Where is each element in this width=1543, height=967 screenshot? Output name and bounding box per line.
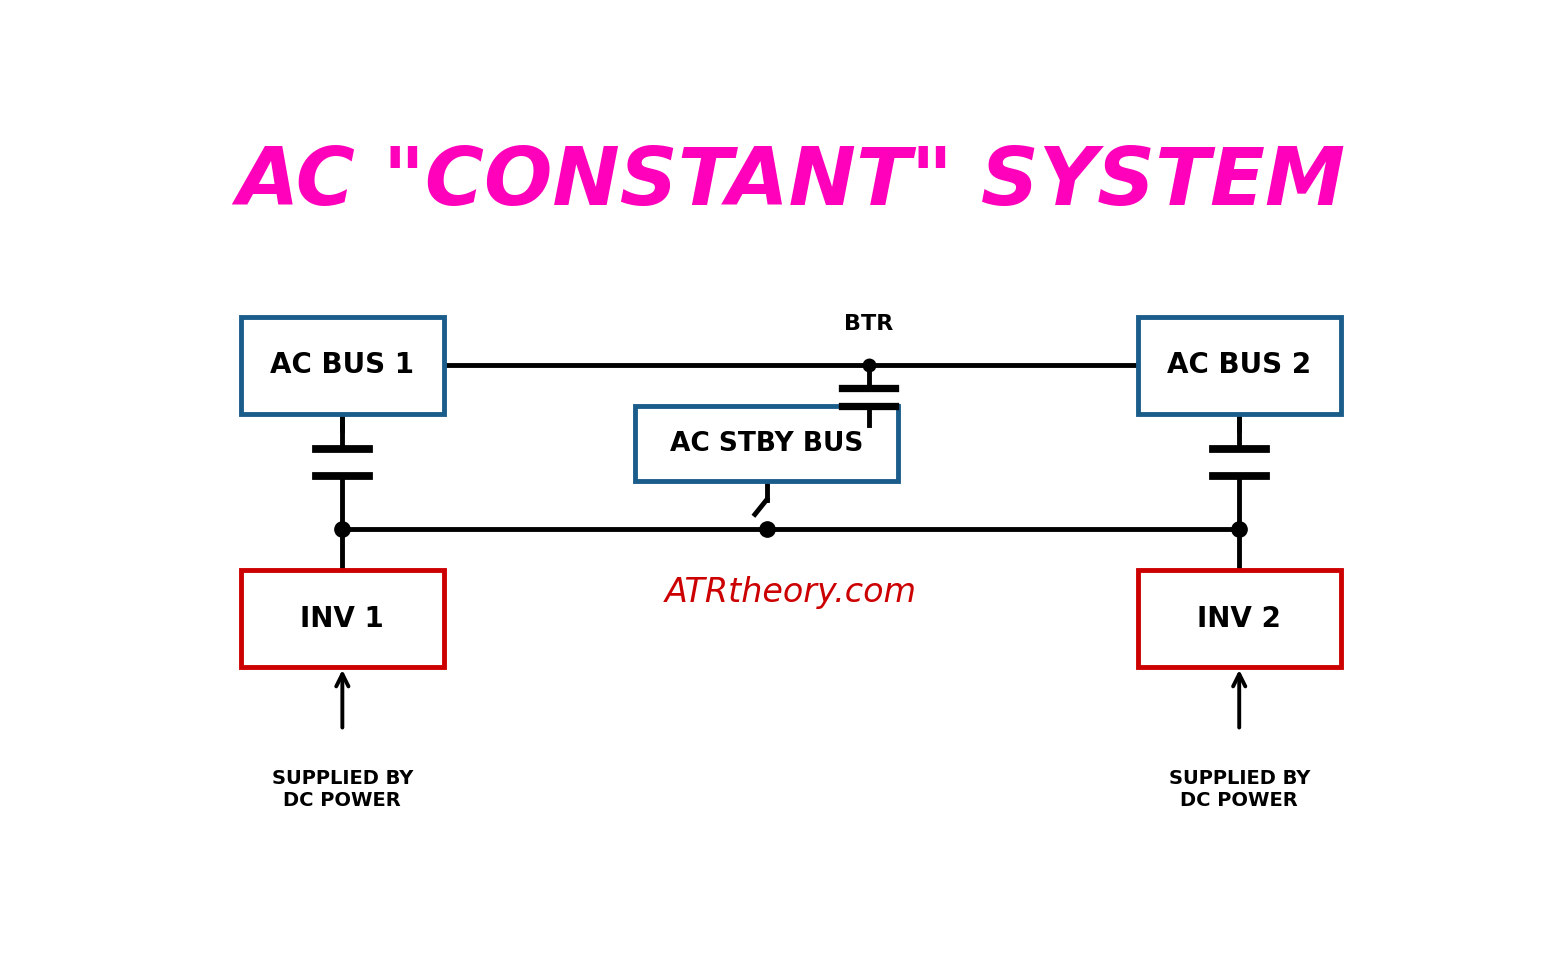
Text: AC BUS 1: AC BUS 1 <box>270 351 415 379</box>
Text: AC BUS 2: AC BUS 2 <box>1167 351 1312 379</box>
Text: SUPPLIED BY
DC POWER: SUPPLIED BY DC POWER <box>272 770 414 810</box>
FancyBboxPatch shape <box>1137 571 1341 667</box>
FancyBboxPatch shape <box>1137 317 1341 414</box>
Text: INV 1: INV 1 <box>301 604 384 632</box>
FancyBboxPatch shape <box>241 571 444 667</box>
Text: BTR: BTR <box>844 314 893 335</box>
Text: AC "CONSTANT" SYSTEM: AC "CONSTANT" SYSTEM <box>236 144 1345 222</box>
Text: SUPPLIED BY
DC POWER: SUPPLIED BY DC POWER <box>1168 770 1310 810</box>
Text: INV 2: INV 2 <box>1197 604 1281 632</box>
FancyBboxPatch shape <box>241 317 444 414</box>
Text: AC STBY BUS: AC STBY BUS <box>670 430 864 456</box>
Text: ATRtheory.com: ATRtheory.com <box>665 576 917 609</box>
FancyBboxPatch shape <box>636 406 898 481</box>
